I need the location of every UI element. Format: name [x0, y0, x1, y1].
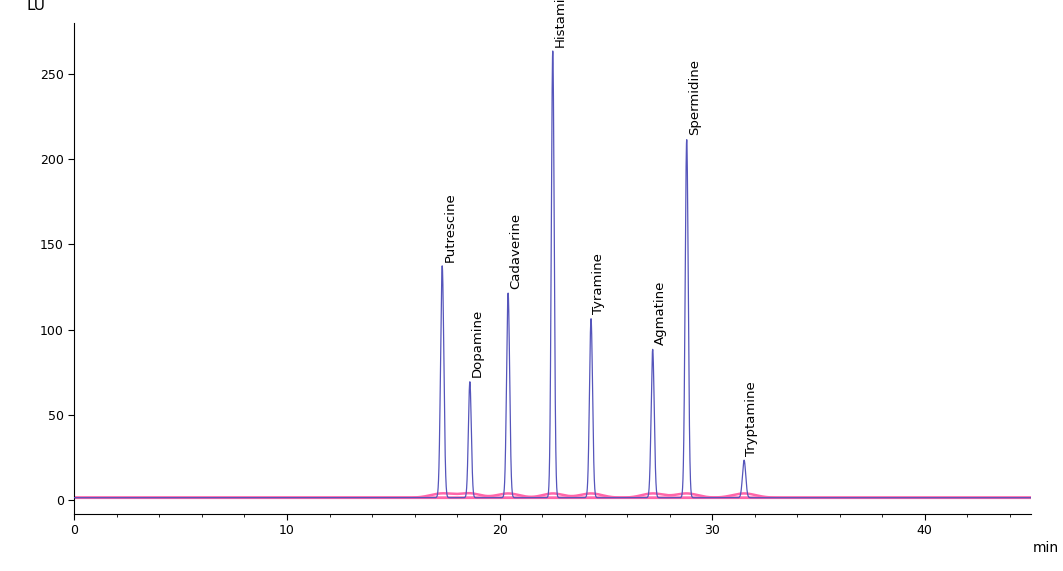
Y-axis label: LU: LU	[27, 0, 46, 13]
Text: Cadaverine: Cadaverine	[509, 213, 522, 289]
Text: Putrescine: Putrescine	[443, 192, 456, 262]
X-axis label: min: min	[1032, 541, 1059, 555]
Text: Histamine: Histamine	[554, 0, 567, 47]
Text: Agmatine: Agmatine	[654, 281, 667, 345]
Text: Spermidine: Spermidine	[688, 59, 701, 135]
Text: Dopamine: Dopamine	[471, 309, 484, 377]
Text: Tryptamine: Tryptamine	[745, 381, 758, 456]
Text: Tyramine: Tyramine	[592, 254, 605, 315]
